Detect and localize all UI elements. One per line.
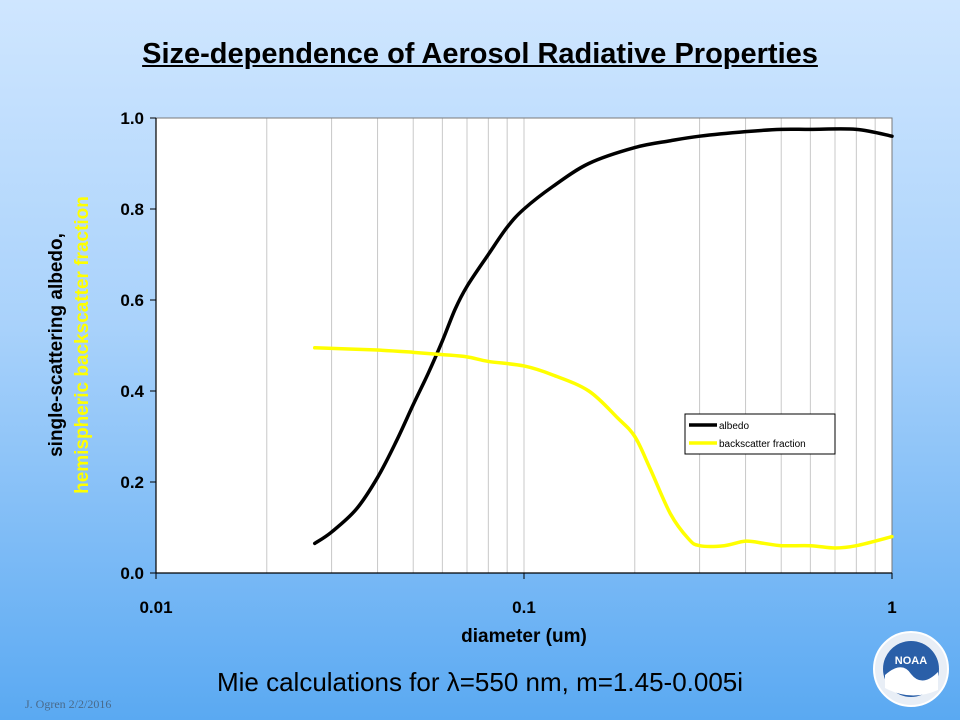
y-axis-label-albedo: single-scattering albedo, [46,233,67,457]
y-tick-label: 0.0 [120,564,144,583]
series-lines [312,127,894,550]
y-tick-label: 0.4 [120,382,144,401]
slide-title: Size-dependence of Aerosol Radiative Pro… [142,38,818,70]
series-line-albedo [312,127,894,546]
tick-labels: 0.0 0.2 0.4 0.6 0.8 1.0 0.01 0.1 1 [120,109,896,617]
grid-lines [155,118,893,573]
caption-suffix: =550 nm, m=1.45-0.005i [459,667,744,697]
x-axis-label: diameter (um) [461,626,587,647]
y-tick-label: 1.0 [120,109,144,128]
y-tick-label: 0.2 [120,473,144,492]
x-tick-label: 0.01 [139,598,172,617]
y-axis-label-backscatter: hemispheric backscatter fraction [72,196,93,494]
caption-prefix: Mie calculations for [216,667,447,697]
x-tick-label: 0.1 [512,598,536,617]
legend: albedo backscatter fraction [684,413,836,455]
mie-caption: Mie calculations for λ=550 nm, m=1.45-0.… [0,667,960,698]
legend-label: backscatter fraction [719,439,806,450]
legend-box [684,413,836,455]
x-tick-label: 1 [887,598,896,617]
y-tick-label: 0.8 [120,200,144,219]
noaa-logo-text: NOAA [895,655,927,667]
noaa-logo: NOAA [873,631,949,707]
legend-label: albedo [719,421,749,432]
y-tick-label: 0.6 [120,291,144,310]
lambda-symbol: λ [446,667,460,697]
series-line-backscatter [312,346,894,550]
author-credit: J. Ogren 2/2/2016 [25,697,112,711]
